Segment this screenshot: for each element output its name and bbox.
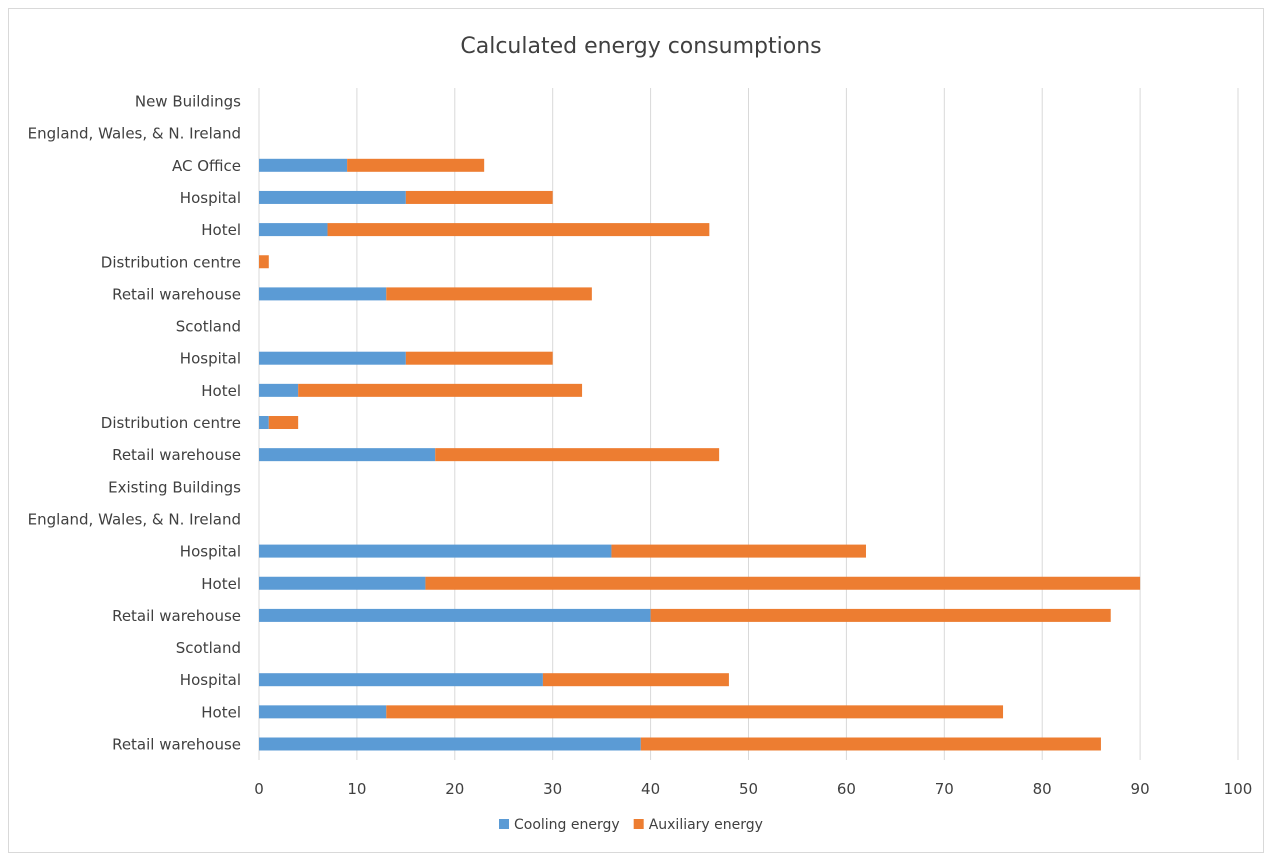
bar-cooling-energy — [259, 158, 348, 172]
bar-auxiliary-energy — [611, 544, 866, 558]
x-tick-label: 60 — [837, 780, 856, 798]
bar-auxiliary-energy — [425, 576, 1141, 590]
category-label: Retail warehouse — [112, 446, 241, 464]
category-label: Hotel — [201, 221, 241, 239]
x-tick-label: 30 — [543, 780, 562, 798]
category-labels: New Buildings England, Wales, & N. Irelan… — [28, 93, 242, 754]
x-tick-label: 10 — [347, 780, 366, 798]
x-tick-label: 20 — [445, 780, 464, 798]
category-label: Hospital — [180, 671, 241, 689]
chart-title: Calculated energy consumptions — [460, 34, 821, 59]
bar-auxiliary-energy — [435, 448, 720, 462]
category-label: Hotel — [201, 575, 241, 593]
bar-auxiliary-energy — [386, 287, 592, 301]
legend-swatch — [499, 819, 509, 829]
bar-cooling-energy — [259, 544, 612, 558]
x-tick-label: 40 — [641, 780, 660, 798]
bar-auxiliary-energy — [259, 255, 269, 269]
x-tick-label: 70 — [935, 780, 954, 798]
bar-cooling-energy — [259, 223, 328, 237]
bars — [259, 158, 1141, 751]
category-label: Scotland — [176, 639, 241, 657]
category-label: Existing Buildings — [108, 478, 241, 496]
bar-auxiliary-energy — [298, 383, 583, 397]
bar-auxiliary-energy — [640, 737, 1101, 751]
bar-cooling-energy — [259, 351, 406, 365]
category-label: Distribution centre — [101, 414, 241, 432]
category-label: Retail warehouse — [112, 285, 241, 303]
category-label: Retail warehouse — [112, 736, 241, 754]
bar-cooling-energy — [259, 673, 543, 687]
legend-label: Auxiliary energy — [649, 817, 763, 833]
gridlines — [258, 88, 1239, 760]
category-label: Hotel — [201, 703, 241, 721]
bar-cooling-energy — [259, 737, 641, 751]
category-label: Hospital — [180, 189, 241, 207]
category-label: AC Office — [172, 157, 241, 175]
x-tick-label: 100 — [1224, 780, 1253, 798]
legend: Cooling energy Auxiliary energy — [499, 817, 763, 833]
x-tick-label: 80 — [1033, 780, 1052, 798]
bar-cooling-energy — [259, 190, 406, 204]
x-tick-labels: 0 10 20 30 40 50 60 70 80 90 100 — [254, 780, 1252, 798]
bar-cooling-energy — [259, 416, 269, 429]
category-label: Retail warehouse — [112, 607, 241, 625]
legend-swatch — [633, 819, 644, 829]
bar-auxiliary-energy — [542, 673, 729, 687]
bar-cooling-energy — [259, 383, 299, 397]
bar-auxiliary-energy — [327, 223, 710, 237]
category-label: England, Wales, & N. Ireland — [28, 125, 241, 143]
bar-auxiliary-energy — [268, 416, 299, 429]
category-label: New Buildings — [135, 93, 241, 111]
bar-auxiliary-energy — [347, 158, 485, 172]
category-label: Hospital — [180, 543, 241, 561]
bar-auxiliary-energy — [386, 705, 1004, 719]
category-label: Scotland — [176, 318, 241, 336]
x-tick-label: 50 — [739, 780, 758, 798]
category-label: Hotel — [201, 382, 241, 400]
bar-auxiliary-energy — [650, 608, 1111, 622]
category-label: Distribution centre — [101, 253, 241, 271]
bar-cooling-energy — [259, 608, 651, 622]
legend-label: Cooling energy — [514, 817, 620, 833]
bar-cooling-energy — [259, 448, 436, 462]
category-label: Hospital — [180, 350, 241, 368]
bar-auxiliary-energy — [405, 351, 553, 365]
bar-cooling-energy — [259, 287, 387, 301]
bar-cooling-energy — [259, 576, 426, 590]
category-label: England, Wales, & N. Ireland — [28, 510, 241, 528]
x-tick-label: 0 — [254, 780, 264, 798]
bar-cooling-energy — [259, 705, 387, 719]
bar-auxiliary-energy — [405, 190, 553, 204]
x-tick-label: 90 — [1131, 780, 1150, 798]
